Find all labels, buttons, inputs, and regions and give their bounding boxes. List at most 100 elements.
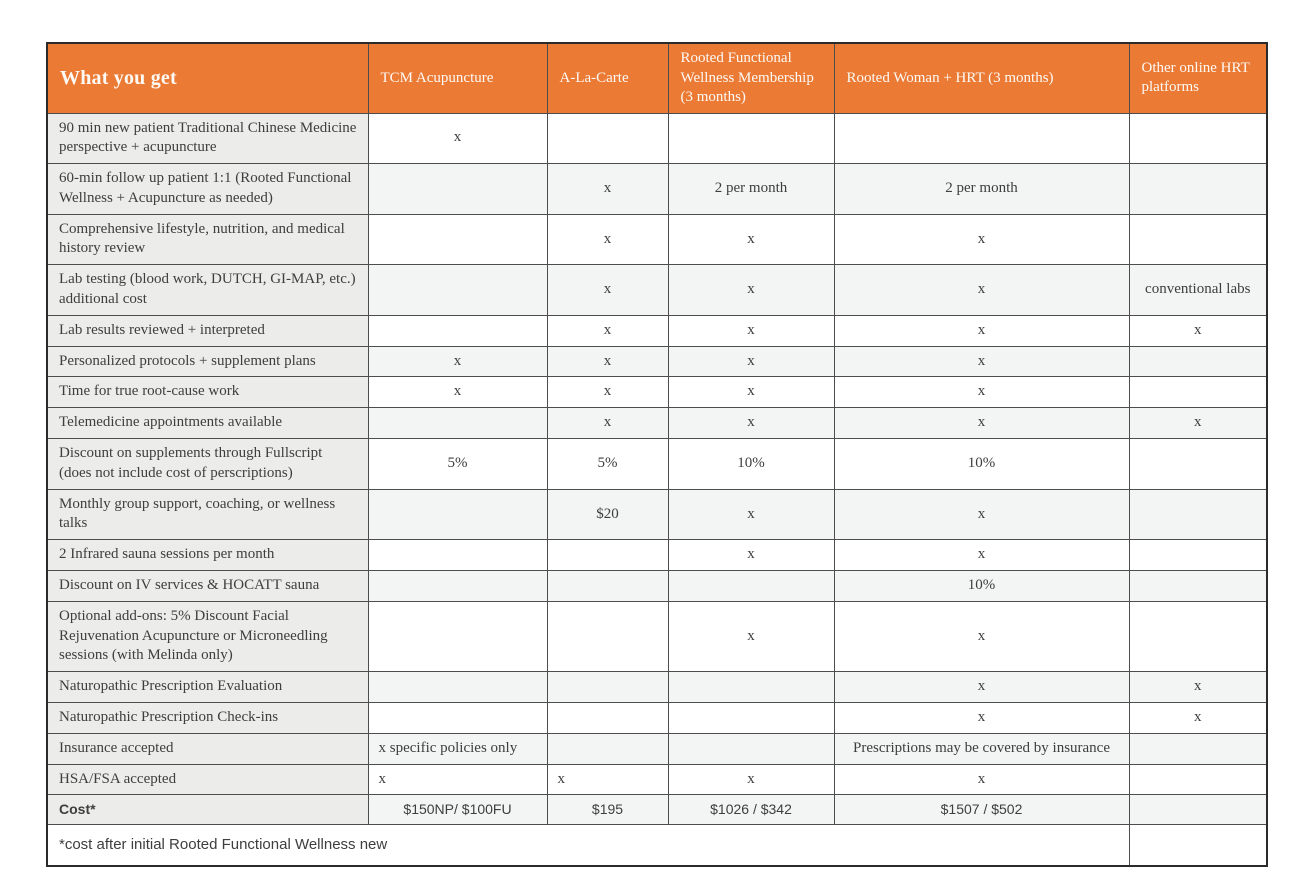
row-label: Telemedicine appointments available (46, 407, 369, 440)
value-cell (1128, 376, 1268, 409)
value-cell (546, 570, 669, 602)
value-cell: 5% (546, 438, 669, 490)
value-cell: x (1128, 702, 1268, 734)
value-cell (1128, 163, 1268, 215)
row-label: 2 Infrared sauna sessions per month (46, 539, 369, 572)
value-cell (1128, 488, 1268, 541)
value-cell: x (833, 314, 1130, 347)
value-cell: x (833, 671, 1130, 704)
value-cell (1128, 732, 1268, 765)
value-cell: x (546, 763, 669, 796)
value-cell: x (367, 345, 548, 378)
value-cell (1128, 600, 1268, 673)
column-header-rooted-woman-hrt: Rooted Woman + HRT (3 months) (833, 42, 1130, 114)
value-cell (1128, 345, 1268, 378)
table-row: Naturopathic Prescription Check-ins x x (46, 702, 1268, 734)
row-label: Lab results reviewed + interpreted (46, 314, 369, 347)
value-cell: x (367, 376, 548, 409)
value-cell: x (1128, 407, 1268, 440)
value-cell: x (546, 213, 669, 266)
value-cell (1128, 213, 1268, 266)
row-label: HSA/FSA accepted (46, 763, 369, 796)
row-label: Discount on IV services & HOCATT sauna (46, 570, 369, 602)
value-cell: x (833, 345, 1130, 378)
value-cell: 2 per month (667, 163, 835, 215)
table-row: Optional add-ons: 5% Discount Facial Rej… (46, 600, 1268, 673)
row-label: Lab testing (blood work, DUTCH, GI-MAP, … (46, 264, 369, 316)
column-header-tcm-acupuncture: TCM Acupuncture (367, 42, 548, 114)
value-cell: x (1128, 314, 1268, 347)
value-cell: x (833, 376, 1130, 409)
value-cell (546, 671, 669, 704)
row-label: Discount on supplements through Fullscri… (46, 438, 369, 490)
value-cell: x (833, 264, 1130, 316)
table-row: Cost* $150NP/ $100FU $195 $1026 / $342 $1507… (46, 794, 1268, 825)
value-cell (667, 732, 835, 765)
value-cell (367, 570, 548, 602)
table-row: Time for true root-cause work x x x x (46, 376, 1268, 409)
table-header: What you get TCM Acupuncture A-La-Carte … (46, 42, 1268, 114)
value-cell (1128, 570, 1268, 602)
row-label: Optional add-ons: 5% Discount Facial Rej… (46, 600, 369, 673)
value-cell: x (367, 763, 548, 796)
value-cell: x (833, 539, 1130, 572)
value-cell (367, 163, 548, 215)
value-cell: 10% (833, 438, 1130, 490)
value-cell (367, 264, 548, 316)
value-cell: x (667, 376, 835, 409)
value-cell: $150NP/ $100FU (367, 794, 548, 825)
value-cell (1128, 763, 1268, 796)
table-footer: *cost after initial Rooted Functional We… (46, 823, 1268, 867)
column-header-what-you-get: What you get (46, 42, 369, 114)
value-cell (667, 671, 835, 704)
value-cell: x (667, 763, 835, 796)
table-row: Discount on IV services & HOCATT sauna 10… (46, 570, 1268, 602)
header-row: What you get TCM Acupuncture A-La-Carte … (46, 42, 1268, 114)
value-cell: 10% (833, 570, 1130, 602)
row-label: Cost* (46, 794, 369, 825)
value-cell: 10% (667, 438, 835, 490)
value-cell: x (1128, 671, 1268, 704)
value-cell (667, 112, 835, 165)
row-label: Naturopathic Prescription Check-ins (46, 702, 369, 734)
value-cell (546, 600, 669, 673)
table-row: Insurance accepted x specific policies on… (46, 732, 1268, 765)
value-cell: x (667, 488, 835, 541)
value-cell: $195 (546, 794, 669, 825)
row-label: Monthly group support, coaching, or well… (46, 488, 369, 541)
value-cell: x (833, 488, 1130, 541)
value-cell: x specific policies only (367, 732, 548, 765)
value-cell (1128, 539, 1268, 572)
value-cell (546, 112, 669, 165)
value-cell: x (546, 407, 669, 440)
footnote-cell: *cost after initial Rooted Functional We… (46, 823, 1130, 867)
row-label: 60-min follow up patient 1:1 (Rooted Fun… (46, 163, 369, 215)
value-cell: 2 per month (833, 163, 1130, 215)
table-row: 2 Infrared sauna sessions per month x x (46, 539, 1268, 572)
value-cell (1128, 112, 1268, 165)
column-header-rooted-membership: Rooted Functional Wellness Membership (3… (667, 42, 835, 114)
pricing-comparison-section: What you get TCM Acupuncture A-La-Carte … (46, 42, 1268, 867)
table-row: Discount on supplements through Fullscri… (46, 438, 1268, 490)
value-cell (546, 539, 669, 572)
value-cell: x (546, 163, 669, 215)
value-cell: x (833, 600, 1130, 673)
value-cell: x (367, 112, 548, 165)
table-row: Naturopathic Prescription Evaluation x x (46, 671, 1268, 704)
value-cell (367, 702, 548, 734)
value-cell: conventional labs (1128, 264, 1268, 316)
value-cell: $20 (546, 488, 669, 541)
value-cell: x (667, 213, 835, 266)
table-row: 60-min follow up patient 1:1 (Rooted Fun… (46, 163, 1268, 215)
value-cell: x (546, 264, 669, 316)
value-cell (367, 539, 548, 572)
table-row: HSA/FSA accepted x x x x (46, 763, 1268, 796)
table-body: 90 min new patient Traditional Chinese M… (46, 112, 1268, 825)
value-cell (367, 407, 548, 440)
value-cell: x (667, 314, 835, 347)
value-cell: x (667, 600, 835, 673)
value-cell: x (667, 345, 835, 378)
value-cell: Prescriptions may be covered by insuranc… (833, 732, 1130, 765)
value-cell (667, 702, 835, 734)
value-cell (367, 213, 548, 266)
